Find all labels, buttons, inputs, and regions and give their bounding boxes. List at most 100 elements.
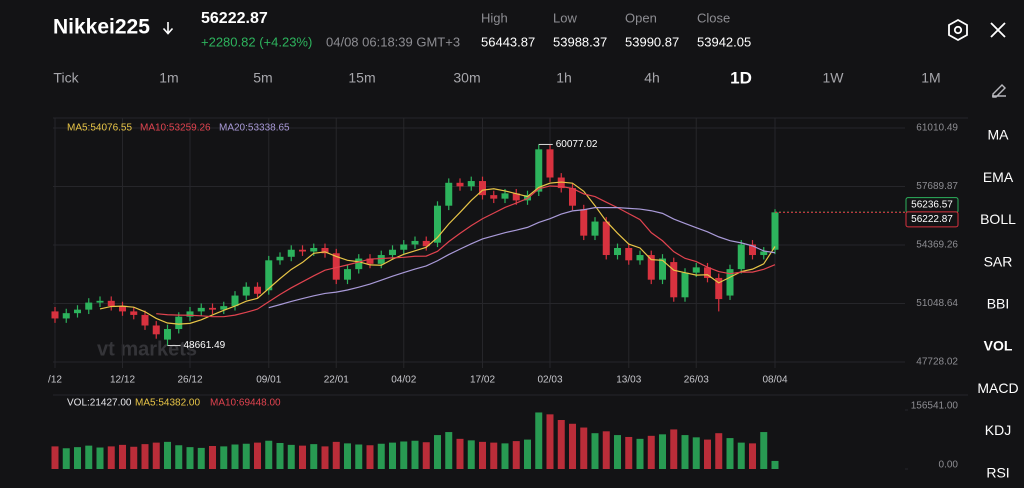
volume-bar (231, 444, 239, 469)
draw-icon[interactable] (992, 84, 1006, 98)
volume-bar (186, 447, 194, 469)
y-tick-label: 61010.49 (916, 123, 958, 134)
candle-body (344, 269, 351, 280)
timeframe-tab[interactable]: 1D (730, 68, 752, 87)
ma-line (99, 181, 776, 325)
indicator-tab[interactable]: EMA (983, 169, 1014, 185)
volume-bar (209, 446, 216, 469)
volume-bar (467, 440, 475, 469)
volume-bar (141, 444, 149, 469)
price-change: +2280.82 (+4.23%) (201, 34, 312, 49)
ma-line (156, 185, 776, 318)
volume-bar (321, 446, 329, 469)
candle-body (591, 221, 599, 236)
y-tick-label: 0.00 (939, 460, 959, 471)
watermark: vt markets (97, 338, 197, 360)
candle-body (647, 255, 655, 280)
stat-label: Open (625, 10, 657, 25)
y-tick-label: 54369.26 (916, 240, 958, 251)
timeframe-tab[interactable]: 4h (644, 70, 660, 86)
timeframe-tab[interactable]: 5m (253, 70, 272, 86)
timeframe-tab[interactable]: 1M (921, 70, 940, 86)
indicator-tab[interactable]: MA (988, 127, 1010, 143)
candle-body (569, 188, 576, 206)
candle-body (501, 193, 509, 199)
volume-bar (771, 460, 779, 469)
x-tick-label: 12/12 (110, 375, 135, 386)
timeframe-tab[interactable]: 1W (823, 70, 845, 86)
settings-dot[interactable] (953, 25, 963, 35)
stat-label: High (481, 10, 508, 25)
low-annotation: 48661.49 (184, 340, 226, 351)
indicator-tab[interactable]: BBI (987, 296, 1010, 312)
candle-body (175, 316, 183, 330)
candle-body (141, 314, 149, 326)
candle-body (231, 295, 239, 307)
indicator-tab[interactable]: MACD (977, 380, 1018, 396)
symbol[interactable]: Nikkei225 (53, 16, 150, 39)
candle-body (389, 249, 396, 256)
volume-bar (164, 441, 171, 469)
candle-body (265, 260, 273, 291)
volume-bar (389, 442, 396, 469)
volume-bar (197, 447, 205, 469)
dropdown-arrow[interactable] (162, 22, 174, 35)
price-chart: 47728.02 51048.64 54369.26 57689.87 61010.49… (48, 118, 959, 386)
y-tick-label: 51048.64 (916, 298, 958, 309)
volume-bar (96, 447, 104, 469)
volume-bar (400, 441, 408, 469)
candle-body (681, 272, 689, 298)
candle-body (602, 221, 610, 256)
indicator-tab[interactable]: BOLL (980, 211, 1016, 227)
indicator-tab[interactable]: VOL (984, 338, 1013, 354)
candle-body (490, 195, 498, 199)
candle-body (614, 247, 621, 256)
candle-body (164, 329, 171, 340)
candle-body (242, 286, 250, 296)
volume-bar (377, 443, 385, 469)
indicator-tab[interactable]: RSI (986, 464, 1009, 480)
volume-bar (647, 435, 655, 469)
candle-body (332, 253, 340, 280)
candle-body (62, 313, 70, 319)
timeframe-tab[interactable]: Tick (53, 70, 79, 86)
stat-value: 53990.87 (625, 34, 679, 49)
volume-bar (74, 447, 81, 469)
y-tick-label: 57689.87 (916, 181, 958, 192)
timeframe-tab[interactable]: 30m (453, 70, 480, 86)
timeframe-tab[interactable]: 1h (556, 70, 572, 86)
volume-bar (62, 448, 70, 469)
candle-body (254, 286, 261, 294)
candle-body (692, 267, 700, 273)
timeframe-tab[interactable]: 15m (348, 70, 375, 86)
volume-bar (422, 442, 430, 469)
close-icon[interactable] (990, 22, 1006, 38)
timeframe-tab[interactable]: 1m (159, 70, 178, 86)
candle-body (512, 193, 520, 201)
volume-bar (299, 445, 306, 469)
volume-bar (737, 442, 745, 469)
candle-body (760, 251, 768, 256)
x-tick-label: 04/02 (391, 375, 416, 386)
volume-bar (85, 445, 93, 469)
candle-body (130, 311, 138, 315)
volume-bar (569, 423, 576, 469)
x-tick-label: 08/04 (762, 375, 787, 386)
x-tick-label: 17/02 (470, 375, 495, 386)
x-tick-label: 26/12 (177, 375, 202, 386)
volume-bar (524, 439, 531, 469)
settings-icon[interactable] (948, 18, 968, 42)
candle-body (479, 181, 486, 196)
candle-body (377, 255, 385, 264)
indicator-tab[interactable]: SAR (984, 253, 1013, 269)
settings-hex[interactable] (948, 18, 968, 42)
x-tick-label: 26/03 (684, 375, 709, 386)
candle-body (310, 247, 318, 252)
candle-body (74, 309, 81, 314)
volume-bar (220, 446, 228, 469)
candle-body (197, 307, 205, 312)
volume-bar (332, 441, 340, 469)
indicator-tab[interactable]: KDJ (985, 422, 1011, 438)
